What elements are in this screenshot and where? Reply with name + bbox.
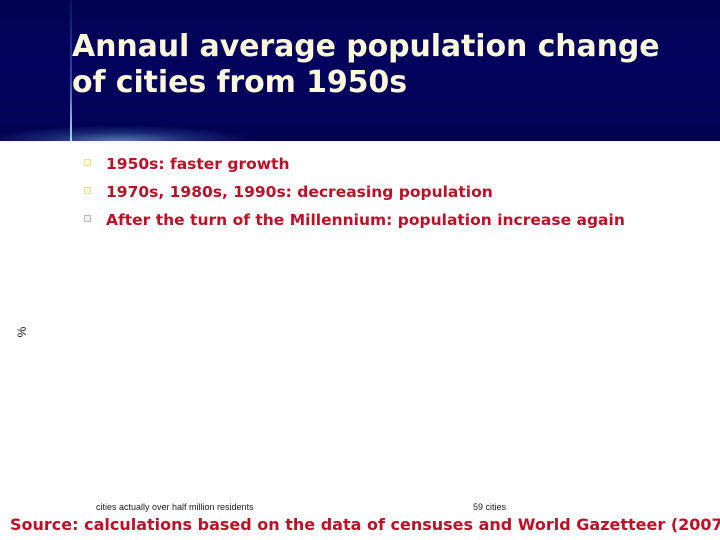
list-item: 1970s, 1980s, 1990s: decreasing populati…: [84, 178, 714, 206]
source-attribution: Source: calculations based on the data o…: [10, 515, 720, 534]
list-item-label: 1970s, 1980s, 1990s: decreasing populati…: [106, 183, 493, 201]
chart-y-axis-label: %: [15, 326, 29, 338]
header-vertical-divider: [70, 0, 72, 141]
square-bullet-icon: [84, 187, 91, 194]
square-bullet-icon: [84, 159, 91, 166]
square-bullet-icon: [84, 215, 91, 222]
chart-footnote-left: cities actually over half million reside…: [96, 502, 254, 512]
list-item: After the turn of the Millennium: popula…: [84, 206, 714, 234]
list-item-label: After the turn of the Millennium: popula…: [106, 211, 625, 229]
chart-footnote-right: 59 cities: [473, 502, 507, 512]
bullet-list: 1950s: faster growth 1970s, 1980s, 1990s…: [84, 150, 714, 234]
chart-plot-area: [0, 244, 720, 494]
list-item: 1950s: faster growth: [84, 150, 714, 178]
page-title: Annaul average population change of citi…: [72, 29, 660, 100]
header-glow-accent: [0, 115, 300, 141]
list-item-label: 1950s: faster growth: [106, 155, 290, 173]
